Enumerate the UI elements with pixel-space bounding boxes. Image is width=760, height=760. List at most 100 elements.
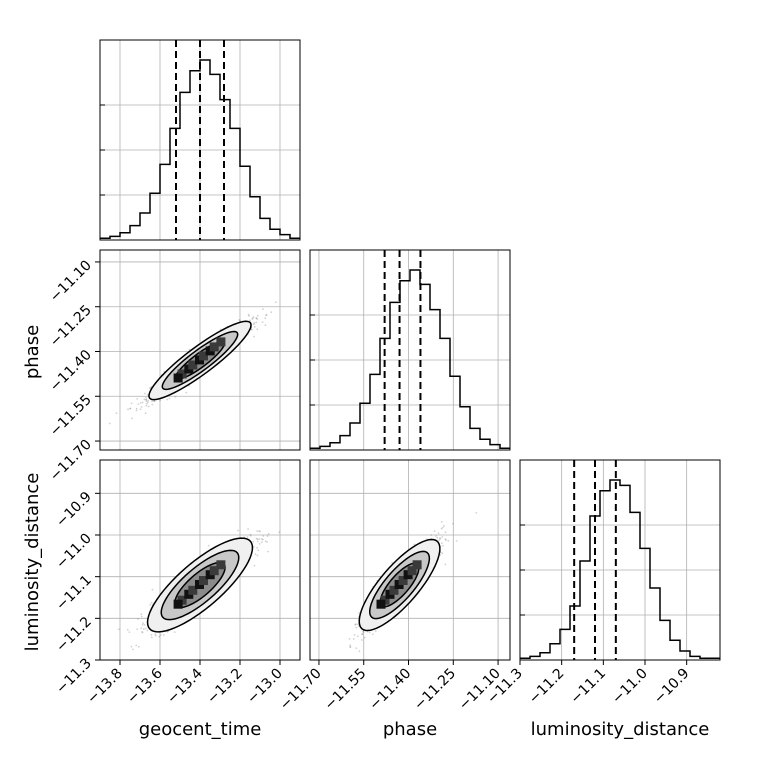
histogram-step bbox=[310, 269, 510, 449]
scatter-point bbox=[139, 408, 142, 411]
scatter-point bbox=[137, 403, 140, 405]
scatter-point bbox=[145, 404, 148, 407]
scatter-point bbox=[264, 540, 267, 543]
x-ticks-phase: −11.70−11.55−11.40−11.25−11.10 bbox=[277, 660, 504, 713]
scatter-point bbox=[441, 552, 444, 555]
scatter-point bbox=[262, 538, 264, 541]
scatter-point bbox=[267, 533, 270, 535]
scatter-point bbox=[239, 319, 242, 322]
scatter-point bbox=[355, 626, 358, 629]
scatter-point bbox=[249, 534, 252, 537]
scatter-point bbox=[452, 522, 454, 525]
scatter-point bbox=[362, 631, 365, 633]
scatter-point bbox=[127, 408, 129, 411]
scatter-point bbox=[267, 550, 269, 553]
scatter-point bbox=[253, 323, 255, 326]
panel-frame bbox=[99, 39, 301, 241]
scatter-point bbox=[442, 544, 444, 547]
scatter-panel-phase-luminosity-distance bbox=[309, 459, 511, 661]
scatter-point bbox=[357, 635, 359, 638]
scatter-point bbox=[139, 402, 142, 404]
scatter-panel-geocent-time-luminosity-distance bbox=[99, 459, 301, 661]
scatter-point bbox=[253, 322, 256, 324]
x-tick-label: −11.1 bbox=[568, 666, 610, 708]
scatter-point bbox=[151, 403, 154, 406]
scatter-point bbox=[146, 629, 149, 632]
scatter-point bbox=[166, 398, 169, 401]
scatter-point bbox=[258, 543, 261, 545]
scatter-point bbox=[349, 644, 351, 647]
scatter-point bbox=[173, 631, 176, 633]
density-cell bbox=[188, 585, 198, 595]
scatter-point bbox=[162, 634, 165, 636]
scatter-point bbox=[145, 398, 147, 401]
scatter-point bbox=[143, 624, 146, 626]
scatter-point bbox=[256, 318, 259, 321]
y-tick-label: −11.70 bbox=[47, 437, 95, 485]
hist-panel-phase bbox=[309, 249, 511, 451]
scatter-point bbox=[257, 549, 260, 552]
scatter-point bbox=[256, 314, 259, 317]
scatter-point bbox=[256, 546, 258, 549]
scatter-point bbox=[254, 553, 257, 556]
scatter-point bbox=[144, 627, 147, 630]
scatter-point bbox=[248, 315, 250, 317]
y-tick-label: −11.55 bbox=[47, 392, 95, 440]
scatter-point bbox=[436, 536, 439, 539]
scatter-point bbox=[262, 535, 265, 537]
scatter-point bbox=[391, 561, 394, 564]
xlabel-luminosity-distance: luminosity_distance bbox=[531, 719, 710, 740]
xlabel-geocent-time: geocent_time bbox=[139, 719, 262, 740]
scatter-point bbox=[439, 537, 441, 539]
scatter-point bbox=[150, 636, 153, 639]
ylabel-luminosity-distance: luminosity_distance bbox=[22, 473, 43, 652]
scatter-point bbox=[438, 539, 440, 542]
scatter-point bbox=[439, 554, 442, 556]
scatter-point bbox=[258, 530, 260, 532]
scatter-point bbox=[374, 630, 377, 633]
scatter-point bbox=[252, 317, 254, 320]
scatter-point bbox=[149, 386, 151, 389]
scatter-point bbox=[261, 538, 263, 540]
scatter-point bbox=[128, 631, 131, 633]
scatter-point bbox=[207, 544, 210, 547]
scatter-point bbox=[141, 624, 144, 626]
scatter-point bbox=[153, 400, 156, 402]
scatter-point bbox=[264, 317, 267, 320]
scatter-point bbox=[158, 635, 161, 638]
y-tick-label: −11.25 bbox=[47, 302, 95, 350]
scatter-point bbox=[413, 543, 416, 546]
scatter-point bbox=[430, 534, 433, 536]
scatter-point bbox=[256, 538, 259, 541]
x-tick-label: −11.0 bbox=[609, 666, 651, 708]
scatter-point bbox=[265, 313, 268, 316]
scatter-point bbox=[141, 401, 144, 404]
scatter-point bbox=[372, 633, 374, 636]
panel-frame bbox=[519, 459, 721, 661]
scatter-point bbox=[259, 530, 261, 533]
scatter-point bbox=[253, 326, 256, 328]
density-cell bbox=[188, 360, 198, 370]
scatter-point bbox=[252, 316, 255, 318]
scatter-point bbox=[361, 639, 363, 641]
scatter-point bbox=[361, 633, 363, 636]
scatter-point bbox=[126, 628, 129, 631]
scatter-point bbox=[140, 615, 143, 618]
scatter-point bbox=[145, 402, 148, 405]
scatter-point bbox=[108, 422, 111, 425]
scatter-point bbox=[150, 601, 153, 604]
scatter-point bbox=[247, 528, 250, 531]
scatter-point bbox=[185, 391, 188, 394]
density-cell bbox=[199, 576, 208, 585]
scatter-point bbox=[260, 541, 263, 543]
scatter-point bbox=[140, 627, 143, 630]
scatter-point bbox=[357, 623, 359, 626]
scatter-point bbox=[266, 541, 268, 543]
scatter-point bbox=[140, 406, 143, 408]
scatter-point bbox=[136, 398, 139, 400]
scatter-point bbox=[147, 399, 150, 402]
density-cell bbox=[173, 599, 183, 609]
scatter-point bbox=[153, 400, 156, 402]
scatter-point bbox=[440, 520, 443, 523]
